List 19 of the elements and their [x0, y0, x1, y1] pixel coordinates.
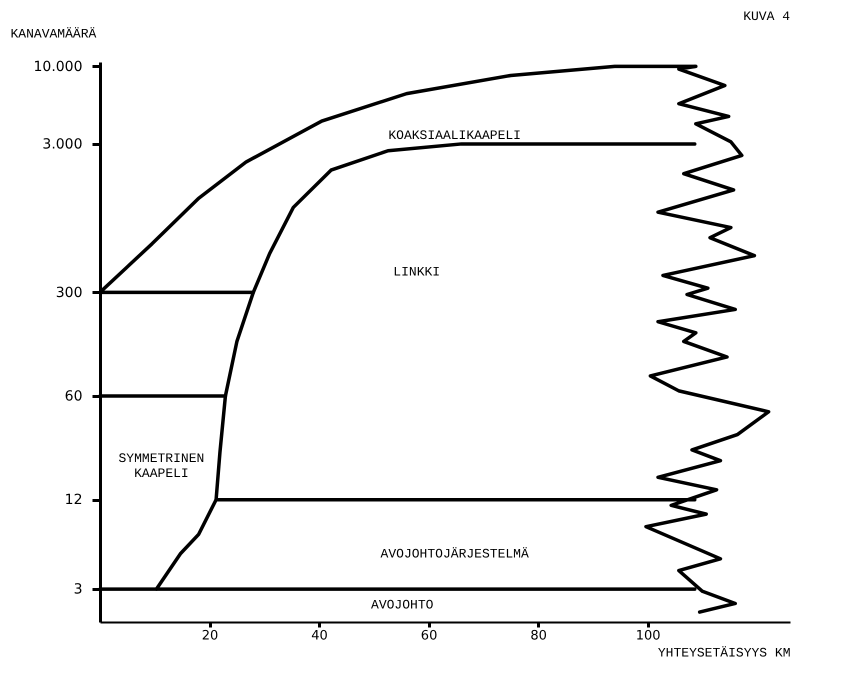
y-axis-title: KANAVAMÄÄRÄ: [10, 26, 97, 42]
annotation: KOAKSIAALIKAAPELI: [388, 128, 521, 143]
x-tick-label: 60: [420, 628, 438, 644]
annotation: SYMMETRINEN KAAPELI: [118, 450, 204, 481]
y-tick-label: 300: [56, 284, 82, 301]
y-tick-label: 60: [64, 388, 82, 405]
chart-title: KUVA 4: [743, 9, 790, 24]
annotation: AVOJOHTOJÄRJESTELMÄ: [380, 546, 529, 562]
x-axis-title: YHTEYSETÄISYYS KM: [658, 646, 790, 660]
y-tick-label: 12: [64, 492, 82, 508]
annotation: AVOJOHTO: [371, 598, 434, 613]
y-tick-label: 3.000: [42, 136, 82, 152]
x-tick-label: 20: [202, 628, 218, 644]
x-tick-label: 80: [530, 628, 547, 644]
x-tick-label: 100: [636, 628, 661, 644]
annotation: LINKKI: [393, 264, 440, 280]
x-tick-label: 40: [311, 628, 328, 644]
y-tick-label: 10.000: [34, 58, 82, 75]
y-tick-label: 3: [74, 582, 82, 598]
